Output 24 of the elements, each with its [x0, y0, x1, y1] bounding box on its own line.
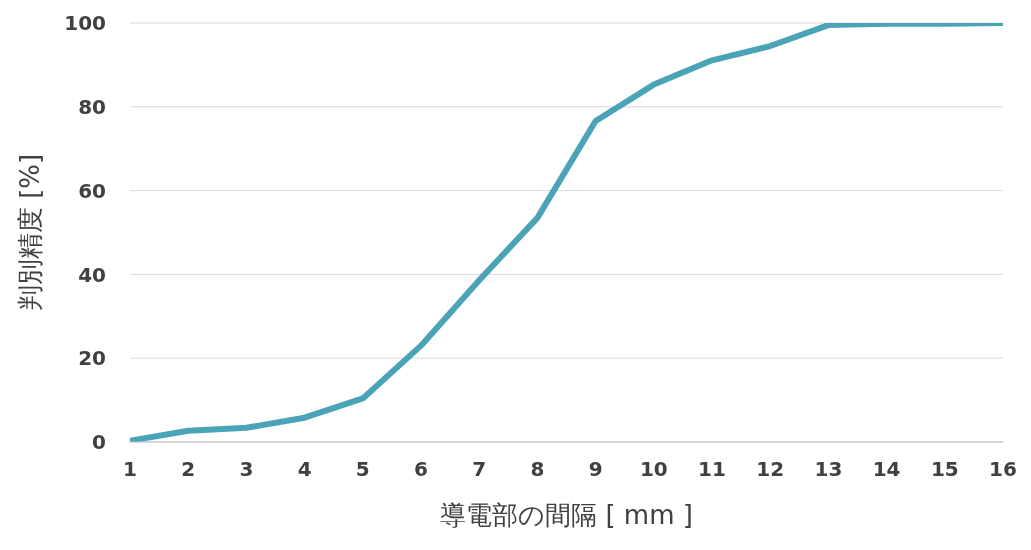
x-tick-label: 3 — [239, 457, 254, 482]
y-tick-label: 20 — [78, 346, 106, 371]
y-tick-label: 0 — [92, 430, 106, 455]
x-tick-label: 14 — [872, 457, 901, 482]
x-tick-label: 1 — [123, 457, 137, 482]
x-axis-title: 導電部の間隔 [ mm ] — [440, 500, 693, 530]
x-tick-label: 10 — [639, 457, 668, 482]
y-tick-label: 60 — [78, 178, 106, 203]
y-axis-title: 判別精度 [%] — [15, 153, 46, 312]
x-tick-label: 15 — [930, 457, 959, 482]
x-tick-label: 9 — [588, 457, 603, 482]
x-tick-label: 4 — [297, 457, 312, 482]
x-tick-label: 7 — [472, 457, 487, 482]
x-tick-label: 16 — [989, 457, 1017, 482]
y-tick-label: 100 — [64, 11, 106, 36]
y-tick-label: 80 — [78, 94, 106, 119]
x-tick-label: 5 — [355, 457, 370, 482]
x-tick-label: 11 — [698, 457, 726, 482]
x-tick-label: 12 — [756, 457, 785, 482]
x-tick-label: 6 — [414, 457, 428, 482]
x-tick-label: 8 — [530, 457, 545, 482]
x-tick-label: 2 — [181, 457, 196, 482]
y-tick-label: 40 — [78, 262, 106, 287]
x-tick-label: 13 — [814, 457, 843, 482]
